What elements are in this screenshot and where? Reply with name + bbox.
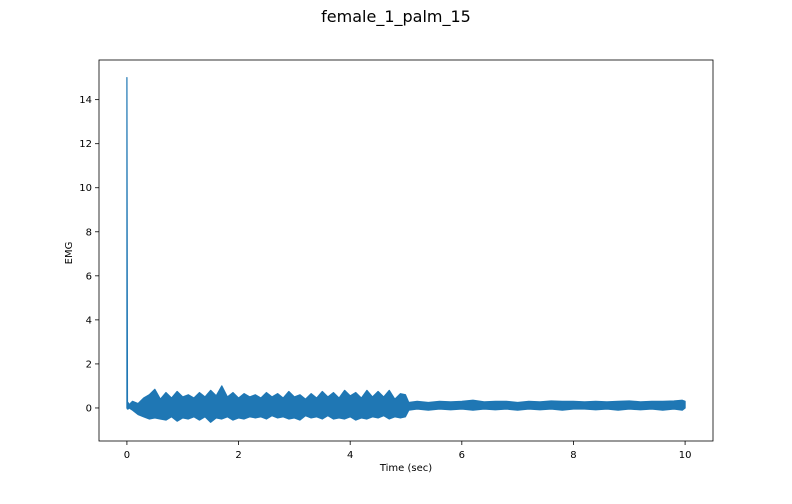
y-tick-label: 10	[79, 183, 92, 194]
series-layer	[126, 77, 686, 423]
x-tick-label: 6	[459, 450, 465, 461]
x-axis: 0 2 4 6 8 10	[124, 441, 692, 461]
y-tick-label: 14	[79, 95, 92, 106]
y-tick-label: 8	[86, 227, 92, 238]
y-tick-label: 12	[79, 139, 92, 150]
x-tick-label: 0	[124, 450, 130, 461]
chart-title: female_1_palm_15	[321, 7, 471, 27]
x-tick-label: 10	[679, 450, 692, 461]
plot-area	[98, 59, 714, 442]
x-tick-label: 4	[347, 450, 353, 461]
x-tick-label: 2	[235, 450, 241, 461]
series-line	[126, 77, 686, 423]
x-axis-label: Time (sec)	[379, 463, 432, 474]
x-tick-label: 8	[570, 450, 576, 461]
y-axis: 0 2 4 6 8 10 12 14	[79, 95, 99, 414]
y-tick-label: 0	[86, 403, 92, 414]
y-axis-label: EMG	[64, 242, 75, 265]
y-tick-label: 6	[86, 271, 92, 282]
y-tick-label: 4	[86, 315, 92, 326]
axes-frame	[98, 59, 714, 442]
y-tick-label: 2	[86, 359, 92, 370]
